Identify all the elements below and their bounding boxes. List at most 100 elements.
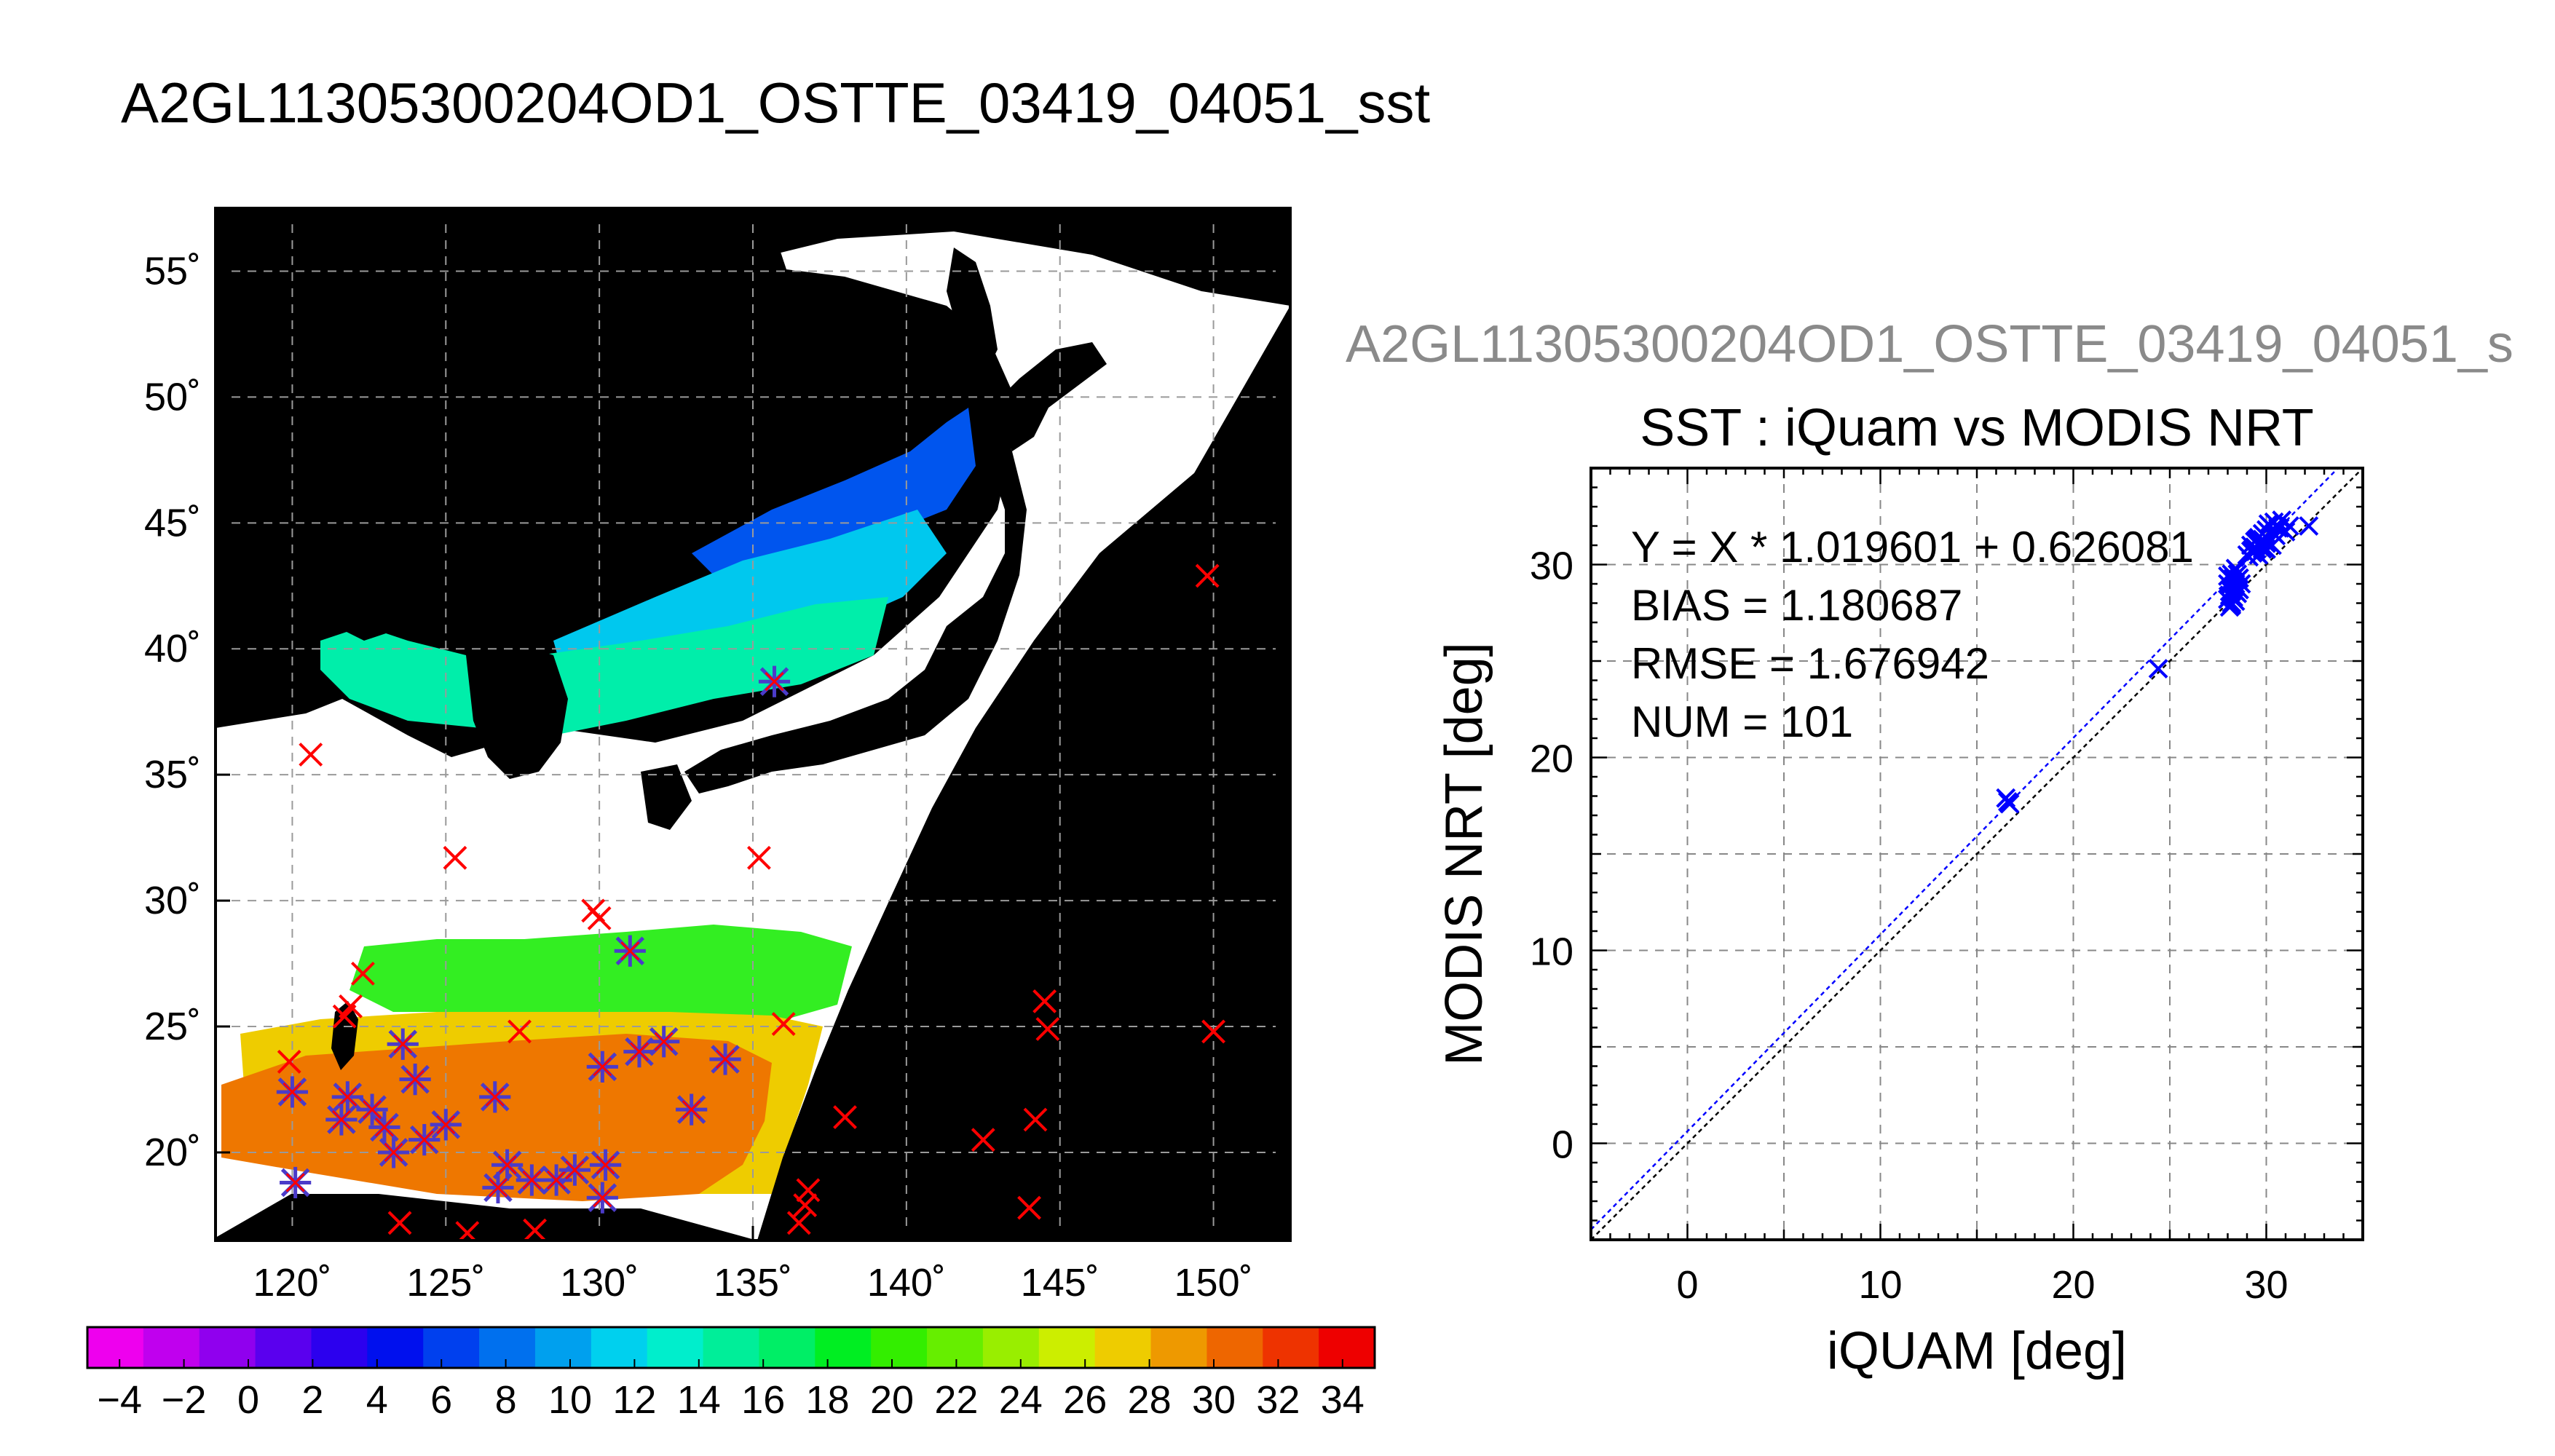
insitu-marker-red-overlay	[682, 1100, 701, 1120]
insitu-marker-red-overlay	[497, 1155, 517, 1175]
insitu-marker-red	[833, 1105, 857, 1129]
colorbar-tick-label: 28	[1128, 1378, 1172, 1422]
stat-rmse: RMSE = 1.676942	[1631, 639, 1989, 688]
map-y-tick-label: 55˚	[144, 249, 201, 293]
stat-num: NUM = 101	[1631, 697, 1853, 746]
stat-bias: BIAS = 1.180687	[1631, 581, 1962, 630]
insitu-marker-red-overlay	[485, 1087, 505, 1107]
scatter-header: A2GL11305300204OD1_OSTTE_03419_04051_s	[1346, 315, 2513, 373]
scatter-y-tick-label: 0	[1552, 1123, 1573, 1167]
map-x-tick-label: 140˚	[867, 1261, 946, 1305]
scatter-grid	[1591, 468, 2363, 1240]
insitu-marker-red-overlay	[488, 1178, 508, 1198]
colorbar-tick-label: 6	[430, 1378, 452, 1422]
colorbar-tick-label: 22	[934, 1378, 978, 1422]
colorbar-swatch	[1263, 1327, 1319, 1368]
colorbar-tick-label: 26	[1063, 1378, 1107, 1422]
scatter-point	[2225, 576, 2246, 596]
stat-equation: Y = X * 1.019601 + 0.626081	[1631, 523, 2194, 571]
colorbar-tick-label: 4	[366, 1378, 388, 1422]
map-y-tick-label: 40˚	[144, 627, 201, 670]
map-x-tick-label: 125˚	[406, 1261, 485, 1305]
colorbar-tick-label: 10	[548, 1378, 592, 1422]
colorbar-swatch	[647, 1327, 704, 1368]
insitu-marker-red-overlay	[547, 1170, 566, 1190]
scatter-y-tick-label: 10	[1530, 930, 1573, 974]
insitu-marker-red	[747, 845, 771, 870]
colorbar-tick-label: −4	[97, 1378, 142, 1422]
scatter-point	[2231, 574, 2251, 594]
insitu-marker-red-overlay	[363, 1100, 382, 1120]
scatter-y-tick-label: 20	[1530, 737, 1573, 781]
map-y-tick-labels: 20˚ 25˚ 30˚ 35˚ 40˚ 45˚ 50˚ 55˚	[144, 249, 201, 1174]
colorbar-frame	[86, 1326, 1376, 1369]
insitu-marker-red-overlay	[436, 1115, 456, 1134]
sst-field-north	[692, 408, 976, 575]
colorbar-tick-label: 12	[612, 1378, 656, 1422]
colorbar-tick-label: 16	[741, 1378, 785, 1422]
insitu-marker-red	[1035, 1017, 1060, 1041]
scatter-x-tick-label: 10	[1858, 1263, 1902, 1307]
insitu-marker-red-overlay	[565, 1160, 585, 1180]
scatter-x-tick-label: 0	[1676, 1263, 1698, 1307]
colorbar-swatch	[815, 1327, 872, 1368]
insitu-marker-red	[277, 1050, 301, 1074]
map-y-tick-label: 25˚	[144, 1005, 201, 1048]
insitu-marker-red	[332, 1004, 357, 1029]
colorbar-swatch	[423, 1327, 480, 1368]
insitu-marker-red	[587, 906, 612, 930]
insitu-marker-red-overlay	[331, 1109, 351, 1130]
map-title: A2GL11305300204OD1_OSTTE_03419_04051_sst	[121, 71, 1431, 135]
scatter-tick-marks	[1590, 467, 2364, 1241]
colorbar-swatch	[1319, 1327, 1375, 1368]
scatter-x-tick-label: 20	[2051, 1263, 2095, 1307]
insitu-marker-red	[796, 1178, 821, 1203]
insitu-marker-red	[508, 1019, 532, 1044]
insitu-marker-red-overlay	[285, 1173, 305, 1192]
insitu-marker-red	[971, 1128, 995, 1152]
sst-field-teal	[320, 597, 888, 735]
map-y-tick-label: 30˚	[144, 879, 201, 922]
map-y-tick-label: 20˚	[144, 1131, 201, 1174]
map-x-tick-labels: 120˚ 125˚ 130˚ 135˚ 140˚ 145˚ 150˚	[253, 1261, 1252, 1305]
regression-stats: Y = X * 1.019601 + 0.626081 BIAS = 1.180…	[1631, 523, 2194, 746]
colorbar-swatch	[255, 1327, 312, 1368]
colorbar-swatch	[1150, 1327, 1207, 1368]
colorbar-swatch	[1094, 1327, 1152, 1368]
colorbar-tick-label: 8	[495, 1378, 517, 1422]
colorbar-tick-label: 32	[1256, 1378, 1300, 1422]
colorbar-tick-labels: −4 −2 0 2 4 6 8 10 12 14 16 18 20 22 24 26 28 30 32 34	[97, 1378, 1364, 1422]
insitu-marker-red-overlay	[374, 1117, 395, 1137]
insitu-marker-red-overlay	[522, 1170, 542, 1190]
colorbar-swatch	[759, 1327, 816, 1368]
map-y-tick-label: 35˚	[144, 753, 201, 796]
land-taiwan	[331, 1001, 358, 1070]
colorbar-swatch	[311, 1327, 368, 1368]
insitu-marker-red-overlay	[593, 1188, 612, 1208]
land-sakhalin	[947, 248, 998, 379]
colorbar-tick-label: 30	[1192, 1378, 1236, 1422]
colorbar-tick-label: 2	[301, 1378, 323, 1422]
map-x-tick-label: 150˚	[1174, 1261, 1253, 1305]
scatter-point	[2246, 529, 2267, 550]
map-y-tick-label: 50˚	[144, 375, 201, 419]
insitu-marker-red-overlay	[593, 1057, 612, 1077]
map-grid	[216, 208, 1290, 1241]
insitu-marker-red	[443, 845, 467, 870]
colorbar-swatch	[982, 1327, 1040, 1368]
scatter-points	[1996, 510, 2319, 814]
offswath-region	[757, 306, 1290, 1241]
colorbar-swatch	[871, 1327, 928, 1368]
map-x-tick-label: 135˚	[714, 1261, 792, 1305]
scatter-reference-lines	[1590, 467, 2364, 1241]
insitu-marker-red	[299, 743, 323, 767]
colorbar-swatch	[927, 1327, 984, 1368]
colorbar-swatch	[367, 1327, 424, 1368]
colorbar-tick-label: 0	[237, 1378, 259, 1422]
insitu-marker-red-overlay	[283, 1082, 302, 1102]
insitu-marker-red	[771, 1012, 796, 1036]
insitu-marker-red-overlay	[393, 1034, 413, 1054]
colorbar-swatch	[591, 1327, 648, 1368]
colorbar-swatch	[1038, 1327, 1096, 1368]
